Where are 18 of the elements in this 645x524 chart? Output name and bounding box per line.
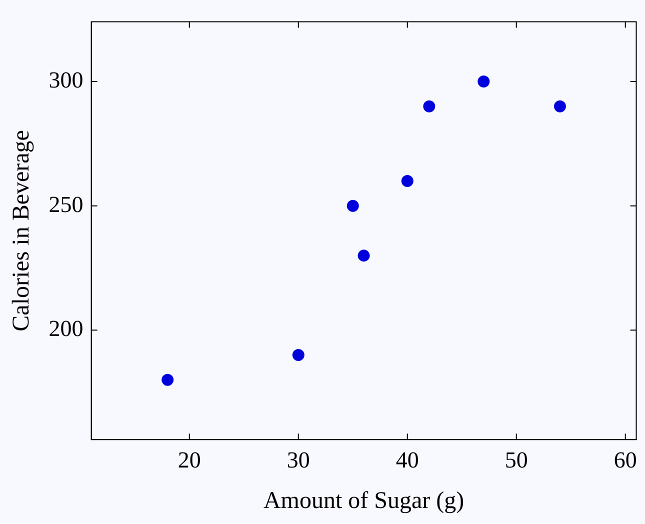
x-tick-label: 40: [396, 447, 419, 472]
x-tick-label: 50: [504, 447, 528, 472]
point: [292, 349, 304, 362]
x-tick-label: 20: [178, 447, 201, 472]
point: [358, 250, 370, 262]
y-axis-title: Calories in Beverage: [8, 130, 35, 332]
x-tick-label: 60: [614, 447, 637, 472]
point: [423, 100, 436, 112]
point: [346, 200, 359, 212]
point: [478, 75, 490, 88]
y-tick-label: 300: [48, 68, 84, 93]
y-tick-label: 250: [48, 192, 84, 217]
x-tick-label: 30: [286, 447, 310, 472]
y-tick-label: 200: [48, 316, 84, 342]
point: [162, 374, 174, 386]
x-axis-title: Amount of Sugar (g): [263, 488, 464, 514]
point: [401, 174, 414, 187]
point: [554, 100, 566, 112]
